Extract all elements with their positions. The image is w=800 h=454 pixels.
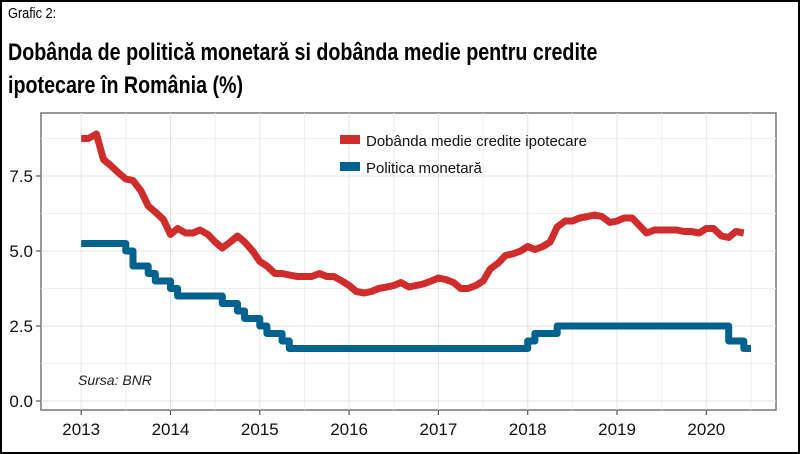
y-tick-label: 2.5 <box>9 317 33 336</box>
legend: Dobânda medie credite ipotecare Politica… <box>340 133 587 177</box>
x-tick-label: 2017 <box>420 420 458 439</box>
series-line-mortgage-rate <box>81 130 745 297</box>
x-tick-label: 2015 <box>241 420 279 439</box>
y-tick-label: 5.0 <box>9 242 33 261</box>
legend-label-mortgage-rate: Dobânda medie credite ipotecare <box>366 133 587 150</box>
legend-swatch-red <box>340 135 360 144</box>
chart-title: Dobânda de politică monetară si dobânda … <box>8 36 631 102</box>
series-line-monetary-policy <box>81 240 751 352</box>
source-note: Sursa: BNR <box>78 372 152 388</box>
y-tick-label: 0.0 <box>9 392 33 411</box>
y-tick-label: 7.5 <box>9 167 33 186</box>
x-tick-label: 2020 <box>687 420 725 439</box>
grid-lines <box>41 113 776 410</box>
x-tick-label: 2016 <box>330 420 368 439</box>
chart-title-line-1: Dobânda de politică monetară si dobânda … <box>8 39 598 66</box>
x-tick-label: 2014 <box>152 420 190 439</box>
legend-swatch-blue <box>340 162 360 171</box>
axes: 2013 2014 2015 2016 2017 2018 2019 2020 0.0 2.5 5.… <box>9 167 725 439</box>
x-tick-label: 2019 <box>598 420 636 439</box>
legend-label-monetary-policy: Politica monetară <box>366 160 483 177</box>
chart-number-label: Grafic 2: <box>8 5 57 22</box>
x-tick-label: 2013 <box>62 420 100 439</box>
data-series <box>81 130 751 352</box>
chart-title-line-2: ipotecare în România (%) <box>8 72 244 99</box>
plot-area <box>40 112 777 411</box>
x-tick-label: 2018 <box>509 420 547 439</box>
